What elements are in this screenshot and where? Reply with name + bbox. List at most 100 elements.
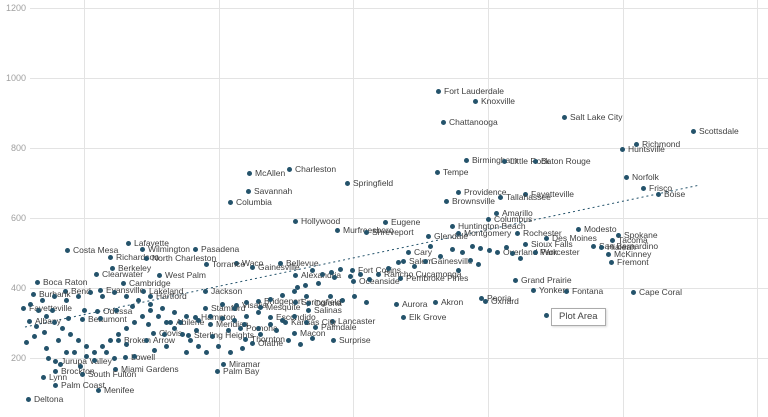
data-point[interactable] (249, 340, 255, 346)
data-point[interactable] (94, 308, 100, 314)
data-point[interactable] (30, 291, 36, 297)
data-point[interactable] (279, 292, 285, 298)
data-point[interactable] (509, 250, 515, 256)
data-point[interactable] (214, 368, 220, 374)
data-point[interactable] (305, 307, 311, 313)
data-point[interactable] (561, 114, 567, 120)
data-point[interactable] (349, 267, 355, 273)
data-point[interactable] (366, 276, 372, 282)
data-point[interactable] (187, 337, 193, 343)
data-point[interactable] (615, 232, 621, 238)
data-point[interactable] (503, 244, 509, 250)
data-point[interactable] (233, 302, 239, 308)
data-point[interactable] (27, 301, 33, 307)
data-point[interactable] (241, 321, 247, 327)
data-point[interactable] (55, 337, 61, 343)
data-point[interactable] (237, 325, 243, 331)
data-point[interactable] (411, 263, 417, 269)
data-point[interactable] (147, 301, 153, 307)
data-point[interactable] (286, 166, 292, 172)
data-point[interactable] (111, 355, 117, 361)
data-point[interactable] (455, 189, 461, 195)
data-point[interactable] (425, 233, 431, 239)
data-point[interactable] (122, 354, 128, 360)
data-point[interactable] (563, 288, 569, 294)
data-point[interactable] (34, 279, 40, 285)
data-point[interactable] (163, 343, 169, 349)
data-point[interactable] (532, 158, 538, 164)
data-point[interactable] (455, 230, 461, 236)
data-point[interactable] (95, 387, 101, 393)
data-point[interactable] (437, 253, 443, 259)
data-point[interactable] (40, 374, 46, 380)
data-point[interactable] (209, 333, 215, 339)
data-point[interactable] (435, 88, 441, 94)
data-point[interactable] (123, 293, 129, 299)
data-point[interactable] (145, 321, 151, 327)
data-point[interactable] (469, 243, 475, 249)
data-point[interactable] (93, 271, 99, 277)
data-point[interactable] (327, 293, 333, 299)
data-point[interactable] (219, 315, 225, 321)
data-point[interactable] (45, 355, 51, 361)
data-point[interactable] (87, 289, 93, 295)
data-point[interactable] (156, 272, 162, 278)
data-point[interactable] (147, 293, 153, 299)
data-point[interactable] (26, 318, 32, 324)
data-point[interactable] (375, 271, 381, 277)
data-point[interactable] (183, 313, 189, 319)
data-point[interactable] (179, 331, 185, 337)
data-point[interactable] (427, 243, 433, 249)
data-point[interactable] (131, 353, 137, 359)
data-point[interactable] (65, 315, 71, 321)
data-point[interactable] (309, 335, 315, 341)
data-point[interactable] (292, 272, 298, 278)
data-point[interactable] (243, 313, 249, 319)
data-point[interactable] (167, 319, 173, 325)
data-point[interactable] (97, 287, 103, 293)
data-point[interactable] (633, 141, 639, 147)
data-point[interactable] (120, 280, 126, 286)
data-point[interactable] (255, 298, 261, 304)
data-point[interactable] (215, 343, 221, 349)
data-point[interactable] (43, 313, 49, 319)
data-point[interactable] (59, 325, 65, 331)
data-point[interactable] (400, 258, 406, 264)
data-point[interactable] (309, 267, 315, 273)
data-point[interactable] (31, 333, 37, 339)
data-point[interactable] (690, 128, 696, 134)
data-point[interactable] (267, 321, 273, 327)
data-point[interactable] (514, 230, 520, 236)
data-point[interactable] (207, 313, 213, 319)
data-point[interactable] (328, 269, 334, 275)
data-point[interactable] (203, 261, 209, 267)
data-point[interactable] (493, 210, 499, 216)
data-point[interactable] (75, 293, 81, 299)
data-point[interactable] (51, 319, 57, 325)
data-point[interactable] (77, 363, 83, 369)
data-point[interactable] (155, 313, 161, 319)
data-point[interactable] (305, 300, 311, 306)
data-point[interactable] (609, 237, 615, 243)
data-point[interactable] (279, 317, 285, 323)
data-point[interactable] (57, 361, 63, 367)
data-point[interactable] (71, 349, 77, 355)
data-point[interactable] (344, 180, 350, 186)
data-point[interactable] (195, 317, 201, 323)
data-point[interactable] (49, 307, 55, 313)
data-point[interactable] (63, 297, 69, 303)
data-point[interactable] (79, 371, 85, 377)
data-point[interactable] (107, 337, 113, 343)
data-point[interactable] (91, 357, 97, 363)
data-point[interactable] (52, 368, 58, 374)
data-point[interactable] (619, 146, 625, 152)
data-point[interactable] (608, 259, 614, 265)
data-point[interactable] (67, 331, 73, 337)
data-point[interactable] (440, 119, 446, 125)
data-point[interactable] (161, 331, 167, 337)
data-point[interactable] (351, 293, 357, 299)
data-point[interactable] (131, 319, 137, 325)
data-point[interactable] (486, 247, 492, 253)
data-point[interactable] (202, 288, 208, 294)
data-point[interactable] (330, 337, 336, 343)
